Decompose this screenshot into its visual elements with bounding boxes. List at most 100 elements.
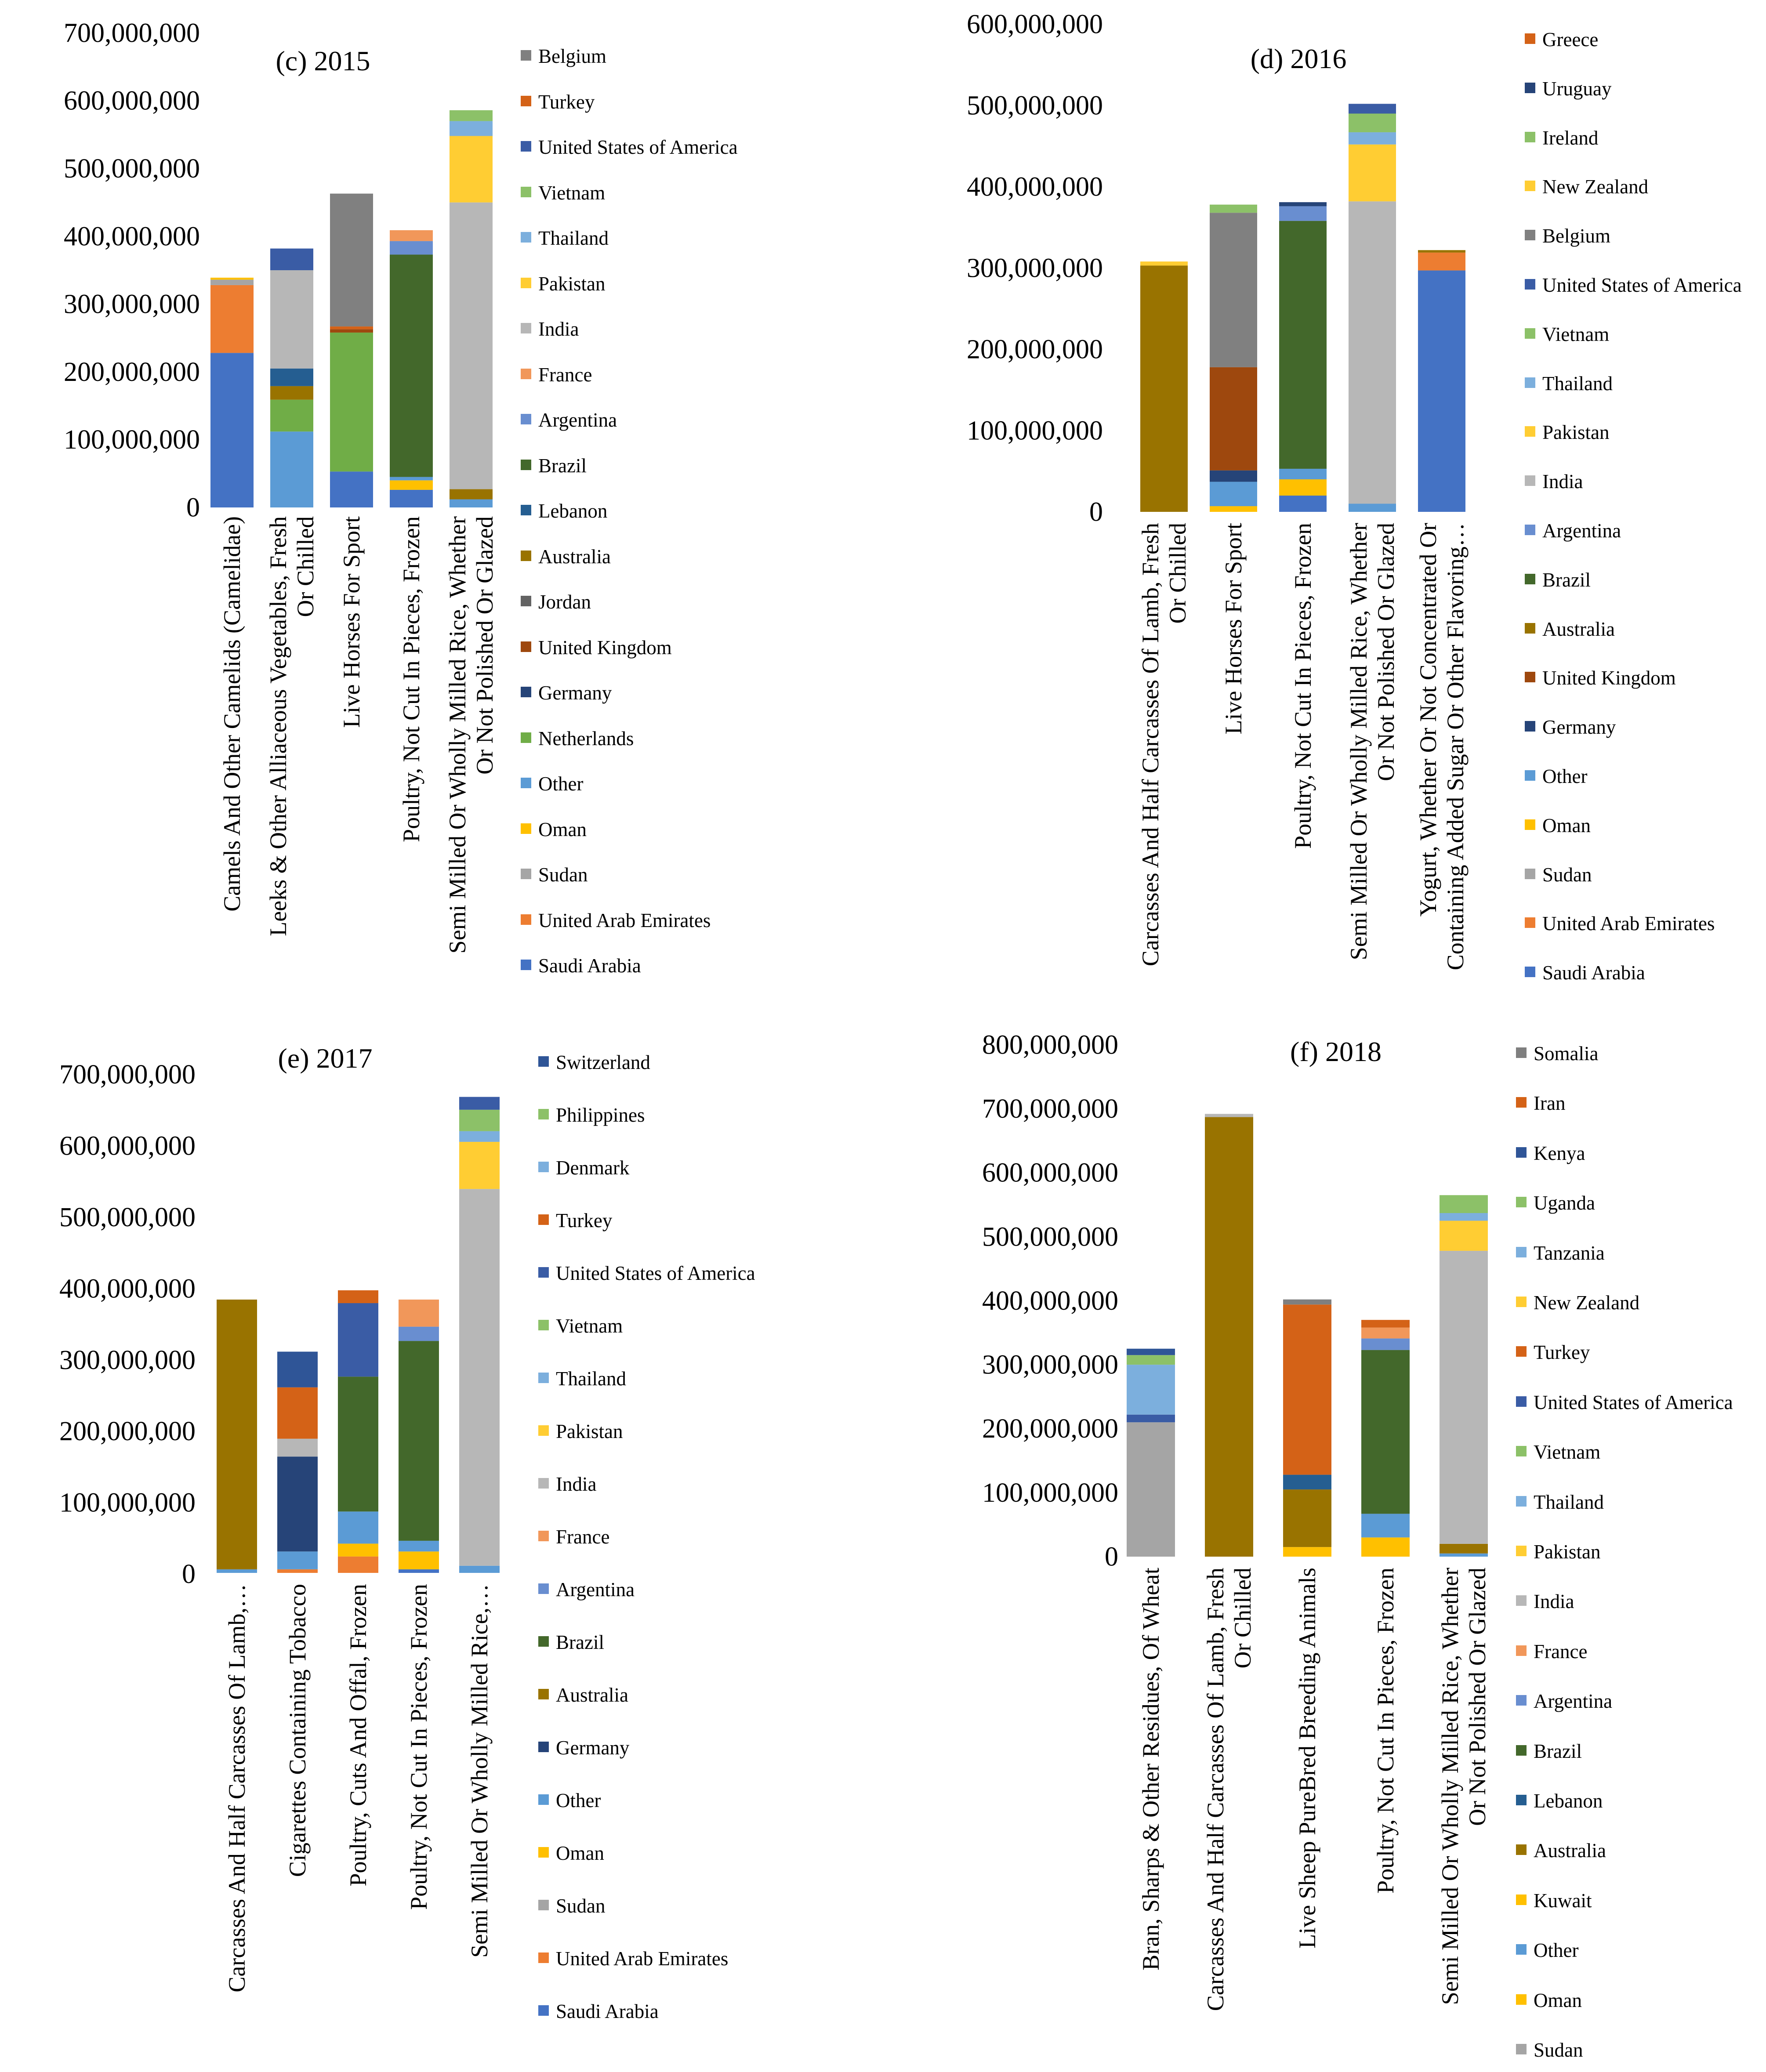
legend-item-lebanon: Lebanon — [1516, 1789, 1762, 1813]
y-tick-label: 700,000,000 — [64, 18, 200, 48]
legend-label: Pakistan — [1534, 1541, 1601, 1563]
chart-panel-2018: 0 100,000,000 200,000,000 300,000,000 400,00… — [883, 1024, 1766, 2072]
legend-swatch — [1516, 1197, 1527, 1208]
bar-segment-kenya — [1127, 1348, 1175, 1355]
legend-item-thailand: Thailand — [1525, 371, 1766, 396]
legend-item-oman: Oman — [521, 817, 767, 842]
legend-item-australia: Australia — [521, 544, 767, 569]
bar-segment-australia — [1205, 1117, 1253, 1557]
bar-segment-united-arab-emirates — [210, 285, 254, 353]
bar-segment-other — [390, 477, 433, 481]
legend-label: New Zealand — [1542, 176, 1649, 198]
legend-2017: Switzerland Philippines Denmark Turkey Unite… — [538, 1050, 784, 2061]
legend-item-vietnam: Vietnam — [1516, 1440, 1762, 1464]
legend-item-united-arab-emirates: United Arab Emirates — [538, 1946, 784, 1971]
y-tick-label: 600,000,000 — [982, 1158, 1118, 1188]
chart-svg-2016: 0 100,000,000 200,000,000 300,000,000 400,00… — [967, 9, 1469, 970]
legend-item-lebanon: Lebanon — [521, 499, 767, 523]
legend-swatch — [538, 1847, 549, 1858]
legend-item-france: France — [521, 362, 767, 387]
chart-svg-2017: 0 100,000,000 200,000,000 300,000,000 400,00… — [59, 1043, 500, 1992]
legend-swatch — [1516, 1346, 1527, 1357]
legend-item-united-arab-emirates: United Arab Emirates — [521, 908, 767, 933]
legend-swatch — [538, 1373, 549, 1383]
legend-swatch — [538, 1109, 549, 1119]
legend-swatch — [538, 1583, 549, 1594]
legend-item-thailand: Thailand — [1516, 1490, 1762, 1514]
legend-swatch — [538, 1320, 549, 1330]
legend-item-other: Other — [1525, 764, 1766, 789]
legend-label: United States of America — [1534, 1391, 1733, 1413]
legend-label: Sudan — [556, 1895, 606, 1917]
bar-segment-australia — [1440, 1543, 1488, 1554]
legend-swatch — [521, 960, 531, 970]
legend-label: India — [538, 318, 579, 340]
bar-segment-other — [1279, 468, 1327, 479]
y-tick-label: 200,000,000 — [982, 1414, 1118, 1444]
bar-segment-oman — [1210, 506, 1257, 512]
legend-label: Vietnam — [538, 181, 606, 204]
bar-segment-oman — [390, 480, 433, 490]
legend-item-somalia: Somalia — [1516, 1041, 1762, 1066]
legend-swatch — [521, 869, 531, 879]
legend-item-pakistan: Pakistan — [1525, 420, 1766, 445]
bar-segment-netherlands — [270, 399, 313, 432]
legend-swatch — [1516, 1047, 1527, 1058]
legend-label: United Arab Emirates — [1542, 913, 1715, 935]
bar-segment-india — [1205, 1114, 1253, 1117]
bar-segment-belgium — [1210, 213, 1257, 367]
bar-segment-india — [459, 1189, 500, 1566]
legend-item-pakistan: Pakistan — [538, 1419, 784, 1444]
bar-segment-brazil — [390, 254, 433, 477]
legend-swatch — [1525, 426, 1535, 437]
legend-swatch — [538, 1742, 549, 1752]
bar-segment-argentina — [399, 1326, 439, 1341]
legend-item-jordan: Jordan — [521, 590, 767, 614]
legend-item-france: France — [538, 1525, 784, 1549]
legend-label: Argentina — [1542, 520, 1621, 542]
bar-segment-turkey — [277, 1387, 318, 1439]
legend-swatch — [1525, 819, 1535, 830]
bar-segment-united-arab-emirates — [1418, 252, 1465, 271]
legend-swatch — [538, 1794, 549, 1805]
bar-segment-vietnam — [1440, 1195, 1488, 1213]
legend-swatch — [521, 141, 531, 152]
bar-segment-oman — [399, 1551, 439, 1569]
legend-swatch — [521, 914, 531, 925]
legend-swatch — [1525, 770, 1535, 781]
legend-swatch — [521, 50, 531, 61]
legend-item-vietnam: Vietnam — [538, 1314, 784, 1338]
bar-segment-lebanon — [1283, 1474, 1331, 1490]
legend-item-greece: Greece — [1525, 27, 1766, 52]
legend-swatch — [521, 323, 531, 333]
y-tick-label: 200,000,000 — [967, 334, 1103, 364]
bar-segment-united-states-of-america — [338, 1303, 378, 1377]
chart-title: (e) 2017 — [278, 1043, 372, 1074]
bar-segment-brazil — [1361, 1350, 1410, 1514]
legend-label: United States of America — [538, 136, 738, 158]
legend-item-thailand: Thailand — [538, 1366, 784, 1391]
bar-segment-oman — [338, 1543, 378, 1557]
legend-item-philippines: Philippines — [538, 1103, 784, 1127]
bar-segment-india — [270, 270, 313, 369]
bar-segment-kuwait — [1283, 1547, 1331, 1557]
legend-item-united-states-of-america: United States of America — [1516, 1390, 1762, 1415]
bar-segment-argentina — [1361, 1338, 1410, 1350]
legend-swatch — [521, 95, 531, 106]
legend-2018: Somalia Iran Kenya Uganda Tanzania New Zealan… — [1516, 1041, 1766, 2072]
bar-segment-india — [1440, 1250, 1488, 1544]
legend-item-united-kingdom: United Kingdom — [1525, 666, 1766, 690]
y-tick-label: 300,000,000 — [59, 1345, 196, 1375]
legend-label: Thailand — [556, 1368, 626, 1390]
legend-label: Thailand — [538, 227, 609, 249]
bar-segment-uganda — [1127, 1355, 1175, 1365]
legend-item-turkey: Turkey — [538, 1208, 784, 1233]
legend-item-france: France — [1516, 1639, 1762, 1664]
bar-segment-other — [270, 431, 313, 507]
legend-item-denmark: Denmark — [538, 1156, 784, 1180]
bar-segment-australia — [217, 1299, 257, 1569]
legend-item-other: Other — [1516, 1938, 1762, 1963]
legend-label: Sudan — [1542, 863, 1592, 886]
legend-item-kenya: Kenya — [1516, 1141, 1762, 1166]
legend-item-australia: Australia — [1525, 617, 1766, 641]
